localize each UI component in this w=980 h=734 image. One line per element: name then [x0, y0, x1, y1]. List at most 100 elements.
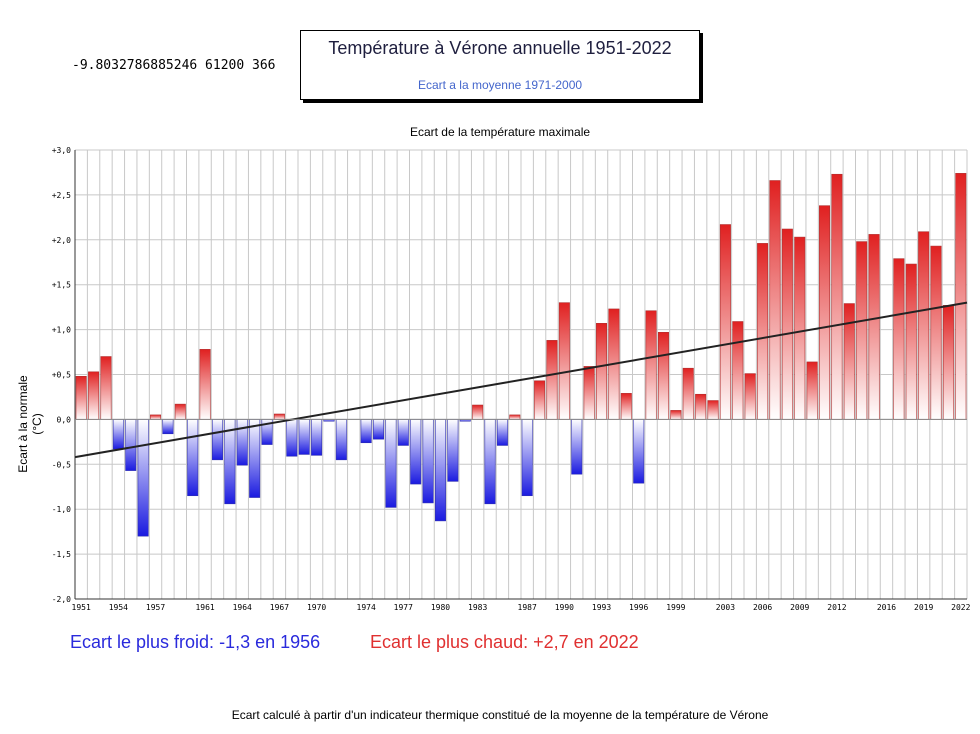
y-tick-label: +2,0	[52, 236, 71, 245]
bar-1986	[509, 414, 521, 420]
bar-2002	[707, 400, 719, 420]
bar-1983	[472, 404, 484, 420]
bar-1981	[447, 419, 459, 482]
x-tick-label: 2003	[716, 603, 735, 612]
y-tick-label: +1,5	[52, 281, 71, 290]
bar-1967	[273, 413, 285, 420]
trend-line-group	[74, 301, 968, 459]
x-tick-label: 1967	[270, 603, 289, 612]
bar-2011	[819, 205, 831, 420]
bar-2020	[930, 245, 942, 420]
hottest-stat: Ecart le plus chaud: +2,7 en 2022	[370, 632, 639, 652]
bar-1992	[583, 366, 595, 420]
x-tick-label: 1954	[109, 603, 128, 612]
x-tick-label: 1964	[233, 603, 252, 612]
bar-1996	[633, 419, 645, 484]
y-tick-label: +0,5	[52, 371, 71, 380]
footer-note: Ecart calculé à partir d'un indicateur t…	[231, 708, 769, 722]
bar-2004	[732, 321, 744, 420]
bar-1995	[620, 393, 632, 420]
bar-1984	[484, 419, 496, 505]
y-tick-label: +2,5	[52, 191, 71, 200]
x-tick-label: 1980	[431, 603, 450, 612]
bar-1985	[496, 419, 508, 446]
x-tick-label: 2009	[790, 603, 809, 612]
x-tick-label: 2012	[827, 603, 846, 612]
coldest-stat: Ecart le plus froid: -1,3 en 1956	[70, 632, 321, 652]
axes: +3,0 +2,5 +2,0 +1,5 +1,0 +0,5 0,0 -0,5 -1,0 -1,5 -…	[52, 146, 971, 612]
plot-title: Ecart de la température maximale	[409, 125, 591, 139]
bar-1998	[657, 331, 669, 420]
bar-1958	[162, 419, 174, 435]
bar-1991	[571, 419, 583, 475]
bar-2021	[942, 305, 954, 420]
y-tick-label: -0,5	[52, 460, 71, 469]
bar-2003	[719, 224, 731, 420]
bar-1987	[521, 419, 533, 497]
x-tick-label: 2019	[914, 603, 933, 612]
bar-1956	[137, 419, 149, 537]
bar-1960	[187, 419, 199, 497]
bar-1968	[286, 419, 298, 457]
y-tick-label: -2,0	[52, 595, 71, 604]
x-tick-label: 1996	[629, 603, 648, 612]
x-tick-label: 1951	[72, 603, 91, 612]
x-tick-label: 1990	[555, 603, 574, 612]
title-box: Température à Vérone annuelle 1951-2022 …	[300, 30, 700, 100]
bar-1953	[100, 356, 112, 420]
bar-1976	[385, 419, 397, 508]
bar-2022	[955, 173, 967, 420]
bar-1977	[397, 419, 409, 446]
bar-1974	[360, 419, 372, 444]
bar-2014	[856, 241, 868, 420]
bar-2018	[905, 263, 917, 420]
trend-line	[74, 301, 968, 459]
bar-1970	[311, 419, 323, 456]
bar-1951	[75, 375, 87, 420]
bar-2013	[843, 303, 855, 420]
bar-2000	[682, 367, 694, 420]
bar-2006	[757, 243, 769, 420]
bar-1969	[298, 419, 310, 455]
x-tick-label: 1957	[146, 603, 165, 612]
bar-2012	[831, 173, 843, 420]
x-tick-label: 1999	[666, 603, 685, 612]
x-tick-label: 1977	[394, 603, 413, 612]
bar-1997	[645, 310, 657, 420]
debug-readout: -9.8032786885246 61200 366	[72, 58, 276, 73]
bar-1964	[236, 419, 248, 466]
bar-1989	[546, 340, 558, 420]
x-tick-label: 1970	[307, 603, 326, 612]
bar-1965	[249, 419, 261, 498]
bar-1963	[224, 419, 236, 505]
bar-1957	[150, 414, 162, 420]
x-tick-label: 2022	[951, 603, 970, 612]
bar-1961	[199, 349, 211, 420]
bar-2017	[893, 258, 905, 420]
x-tick-label: 1974	[357, 603, 376, 612]
y-tick-label: 0,0	[57, 415, 72, 424]
bar-1999	[670, 410, 682, 420]
bar-1979	[422, 419, 434, 504]
x-tick-label: 2016	[877, 603, 896, 612]
bar-1990	[558, 302, 570, 420]
bar-1978	[410, 419, 422, 485]
bar-1954	[112, 419, 124, 450]
bar-2009	[794, 236, 806, 420]
bar-1952	[88, 371, 100, 420]
bar-1988	[534, 380, 546, 420]
bar-2001	[695, 393, 707, 420]
x-tick-label: 1987	[518, 603, 537, 612]
bar-1980	[434, 419, 446, 522]
y-tick-label: +3,0	[52, 146, 71, 155]
bar-1972	[335, 419, 347, 461]
bar-2019	[918, 231, 930, 420]
bar-2015	[868, 234, 880, 420]
bar-1975	[373, 419, 385, 440]
chart-subtitle: Ecart a la moyenne 1971-2000	[417, 78, 583, 92]
bar-1955	[125, 419, 137, 471]
x-tick-label: 1961	[195, 603, 214, 612]
x-tick-label: 2006	[753, 603, 772, 612]
y-tick-label: -1,5	[52, 550, 71, 559]
bar-1993	[596, 323, 608, 420]
